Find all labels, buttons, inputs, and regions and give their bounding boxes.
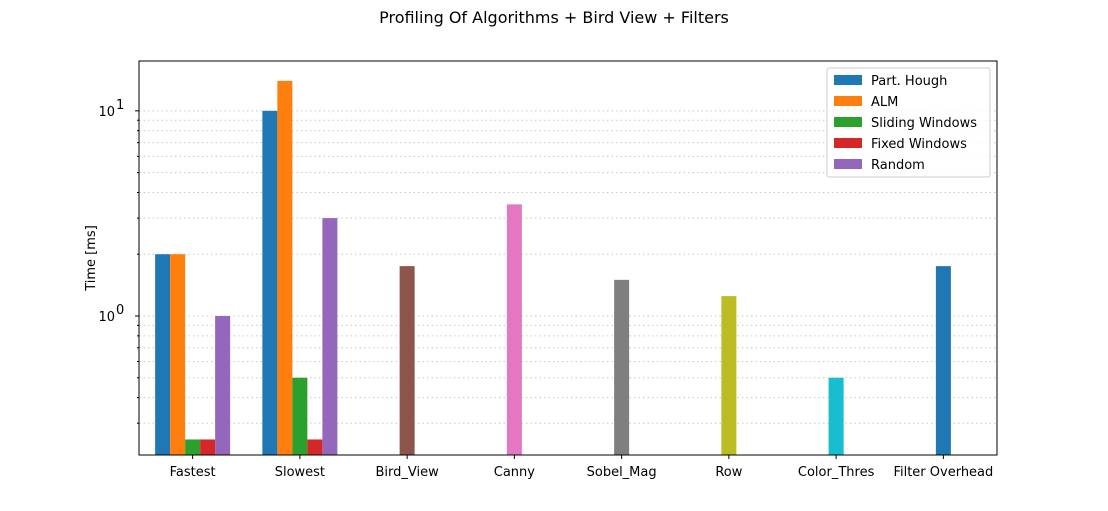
bar-bird-view <box>399 266 415 455</box>
bar-random-1 <box>322 218 338 455</box>
legend-swatch <box>834 138 862 148</box>
bar-alm-0 <box>170 254 186 455</box>
legend-swatch <box>834 117 862 127</box>
legend-box <box>826 67 991 178</box>
legend-swatch <box>834 75 862 85</box>
bar-filter-overhead <box>935 266 951 455</box>
x-tick-label: Canny <box>494 465 536 480</box>
bars-layer <box>155 80 951 455</box>
legend-label: Part. Hough <box>871 74 947 89</box>
legend-label: Sliding Windows <box>871 116 977 131</box>
legend-label: ALM <box>871 95 898 110</box>
legend-label: Random <box>871 158 925 173</box>
y-tick-exponent: 1 <box>116 98 124 113</box>
bar-part-hough-0 <box>155 254 171 455</box>
legend-label: Fixed Windows <box>871 137 967 152</box>
axis-layer: Fastest Slowest Bird_View Canny Sobel_Mag Row… <box>98 98 993 480</box>
x-tick-label: Fastest <box>170 465 216 480</box>
plot-frame <box>138 60 998 456</box>
bar-canny <box>506 204 522 455</box>
y-tick-label: 10 <box>98 310 115 325</box>
bar-fixed-windows-1 <box>307 439 323 455</box>
x-tick-label: Bird_View <box>376 465 440 480</box>
bar-part-hough-1 <box>262 110 278 455</box>
grid-layer <box>139 110 997 424</box>
y-tick-label: 10 <box>98 105 115 120</box>
x-tick-label: Filter Overhead <box>893 465 993 480</box>
legend-swatch <box>834 159 862 169</box>
bar-color-thres <box>828 377 844 455</box>
x-tick-label: Color_Thres <box>798 465 875 480</box>
x-tick-label: Sobel_Mag <box>587 465 657 480</box>
legend: Part. Hough ALM Sliding Windows Fixed Windo… <box>826 67 991 178</box>
bar-fixed-windows-0 <box>200 439 216 455</box>
bar-alm-1 <box>277 80 293 455</box>
bar-sliding-windows-0 <box>185 439 201 455</box>
y-tick-exponent: 0 <box>116 303 124 318</box>
bar-sobel-mag <box>614 279 630 455</box>
x-tick-label: Row <box>715 465 742 480</box>
bar-random-0 <box>215 315 231 455</box>
legend-swatch <box>834 96 862 106</box>
x-tick-label: Slowest <box>275 465 325 480</box>
bar-sliding-windows-1 <box>292 377 308 455</box>
chart-title: Profiling Of Algorithms + Bird View + Fi… <box>379 8 729 27</box>
bar-row <box>721 296 737 455</box>
y-axis-label: Time [ms] <box>84 225 99 292</box>
